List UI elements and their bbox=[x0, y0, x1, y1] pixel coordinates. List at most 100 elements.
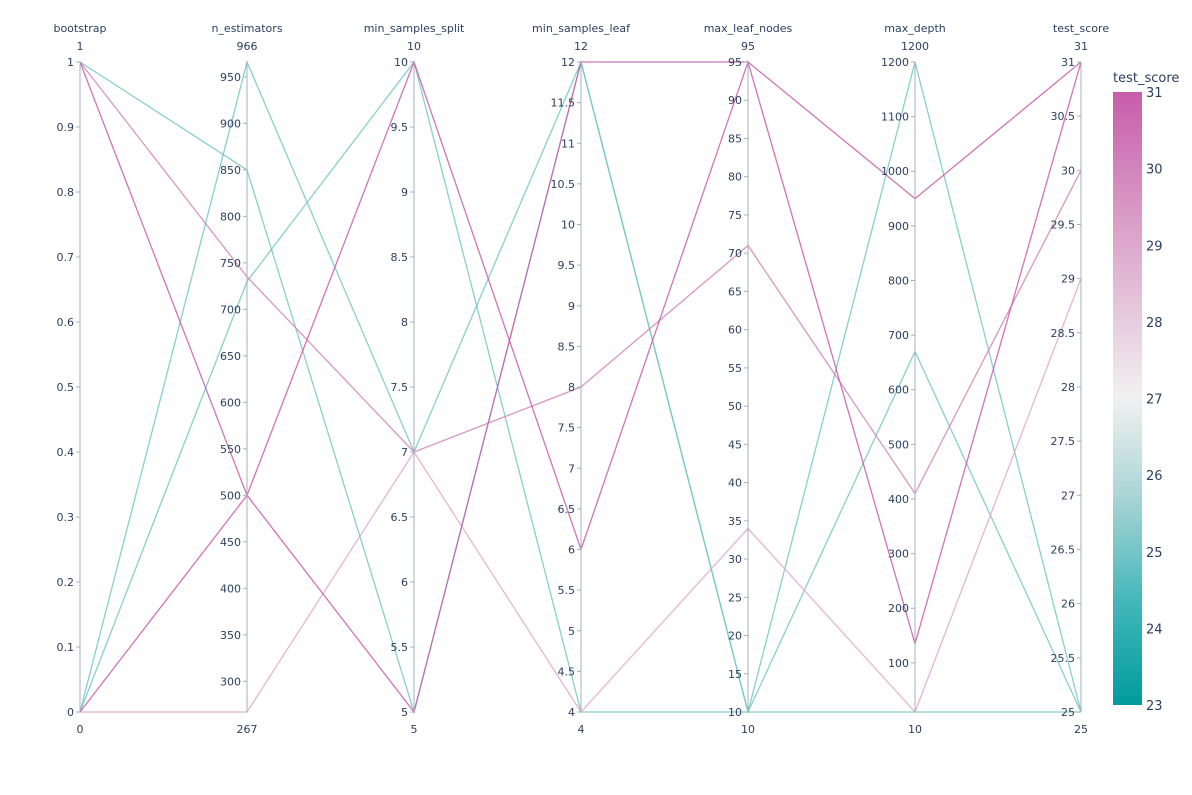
tick-label: 25 bbox=[728, 591, 742, 604]
axis-min-samples-leaf[interactable]: min_samples_leaf 12 44 4.5 5 5.5 6 6.5 7 7.5 8 8.5 9… bbox=[532, 22, 631, 736]
tick-label: 500 bbox=[888, 438, 909, 451]
tick-label: 400 bbox=[888, 493, 909, 506]
tick-label: 0.9 bbox=[57, 121, 75, 134]
tick-label: 70 bbox=[728, 247, 742, 260]
axis-min-label: 10 bbox=[908, 723, 922, 736]
axis-bootstrap[interactable]: bootstrap 1 00 0.1 0.2 0.3 0.4 0.5 0.6 0.7 0.8 0.9 1 bbox=[53, 22, 106, 736]
tick-label: 45 bbox=[728, 438, 742, 451]
tick-label: 7 bbox=[568, 462, 575, 475]
tick-label: 900 bbox=[888, 220, 909, 233]
tick-label: 300 bbox=[220, 675, 241, 688]
tick-label: 35 bbox=[728, 515, 742, 528]
tick-label: 26.5 bbox=[1051, 544, 1076, 557]
tick-label: 7 bbox=[401, 446, 408, 459]
colorbar-title: test_score bbox=[1113, 71, 1179, 86]
tick-label: 26 bbox=[1061, 598, 1075, 611]
tick-label: 27.5 bbox=[1051, 435, 1076, 448]
tick-label: 500 bbox=[220, 489, 241, 502]
axis-max-label: 31 bbox=[1074, 40, 1088, 53]
colorbar-gradient bbox=[1113, 92, 1142, 705]
tick-label: 6 bbox=[568, 544, 575, 557]
axis-min-label: 10 bbox=[741, 723, 755, 736]
colorbar-tick-label: 23 bbox=[1146, 699, 1163, 714]
tick-label: 31 bbox=[1061, 56, 1075, 69]
tick-label: 750 bbox=[220, 257, 241, 270]
tick-label: 9.5 bbox=[558, 259, 576, 272]
tick-label: 0.3 bbox=[57, 511, 75, 524]
colorbar: test_score 23 24 25 26 27 28 29 30 31 bbox=[1113, 71, 1179, 714]
colorbar-tick-label: 25 bbox=[1146, 546, 1163, 561]
tick-label: 60 bbox=[728, 324, 742, 337]
tick-label: 7.5 bbox=[558, 422, 576, 435]
tick-label: 700 bbox=[888, 329, 909, 342]
tick-label: 6 bbox=[401, 576, 408, 589]
tick-label: 11 bbox=[561, 137, 575, 150]
axis-max-label: 95 bbox=[741, 40, 755, 53]
tick-label: 0.6 bbox=[57, 316, 75, 329]
tick-label: 650 bbox=[220, 350, 241, 363]
tick-label: 15 bbox=[728, 668, 742, 681]
tick-label: 450 bbox=[220, 536, 241, 549]
axis-max-label: 966 bbox=[237, 40, 258, 53]
tick-label: 700 bbox=[220, 303, 241, 316]
tick-label: 0.8 bbox=[57, 186, 75, 199]
tick-label: 0 bbox=[67, 706, 74, 719]
colorbar-tick-label: 27 bbox=[1146, 393, 1163, 408]
axis-n-estimators[interactable]: n_estimators 966 267 300 350 400 450 500 550 600 6… bbox=[211, 22, 282, 736]
tick-label: 10 bbox=[728, 706, 742, 719]
tick-label: 75 bbox=[728, 209, 742, 222]
tick-label: 55 bbox=[728, 362, 742, 375]
tick-label: 350 bbox=[220, 629, 241, 642]
tick-label: 80 bbox=[728, 171, 742, 184]
colorbar-tick-label: 26 bbox=[1146, 469, 1163, 484]
tick-label: 10 bbox=[561, 219, 575, 232]
axis-title: min_samples_split bbox=[364, 22, 465, 35]
tick-label: 8 bbox=[568, 381, 575, 394]
tick-label: 600 bbox=[888, 384, 909, 397]
tick-label: 28.5 bbox=[1051, 327, 1076, 340]
tick-label: 29 bbox=[1061, 273, 1075, 286]
tick-label: 95 bbox=[728, 56, 742, 69]
tick-label: 0.7 bbox=[57, 251, 75, 264]
tick-label: 20 bbox=[728, 630, 742, 643]
tick-label: 800 bbox=[220, 210, 241, 223]
axis-min-samples-split[interactable]: min_samples_split 10 55 5.5 6 6.5 7 7.5 8 8.5 9 9.5… bbox=[364, 22, 465, 736]
axis-min-label: 267 bbox=[237, 723, 258, 736]
colorbar-tick-label: 29 bbox=[1146, 239, 1163, 254]
tick-label: 12 bbox=[561, 56, 575, 69]
colorbar-tick-label: 24 bbox=[1146, 622, 1163, 637]
tick-label: 6.5 bbox=[391, 511, 409, 524]
tick-label: 0.2 bbox=[57, 576, 75, 589]
tick-label: 10 bbox=[394, 56, 408, 69]
axes: bootstrap1000.10.20.30.40.50.60.70.80.91… bbox=[53, 22, 1109, 736]
tick-label: 30 bbox=[728, 553, 742, 566]
axis-min-label: 25 bbox=[1074, 723, 1088, 736]
tick-label: 25.5 bbox=[1051, 652, 1076, 665]
tick-label: 100 bbox=[888, 657, 909, 670]
axis-max-label: 1200 bbox=[901, 40, 929, 53]
tick-label: 6.5 bbox=[558, 503, 576, 516]
tick-label: 65 bbox=[728, 285, 742, 298]
axis-min-label: 0 bbox=[77, 723, 84, 736]
tick-label: 11.5 bbox=[551, 97, 576, 110]
tick-label: 4.5 bbox=[558, 665, 576, 678]
tick-label: 7.5 bbox=[391, 381, 409, 394]
tick-label: 900 bbox=[220, 117, 241, 130]
tick-label: 30.5 bbox=[1051, 110, 1076, 123]
tick-label: 90 bbox=[728, 94, 742, 107]
tick-label: 1200 bbox=[881, 56, 909, 69]
axis-title: test_score bbox=[1053, 22, 1109, 35]
tick-label: 85 bbox=[728, 132, 742, 145]
axis-title: min_samples_leaf bbox=[532, 22, 631, 35]
tick-label: 27 bbox=[1061, 489, 1075, 502]
axis-test-score[interactable]: test_score 31 25 25 25.5 26 26.5 27 27.5 28 28.5 29… bbox=[1051, 22, 1110, 736]
tick-label: 8.5 bbox=[391, 251, 409, 264]
axis-max-depth[interactable]: max_depth 1200 10 100 200 300 400 500 600 700 800 9… bbox=[881, 22, 946, 736]
axis-max-leaf-nodes[interactable]: max_leaf_nodes 95 10 10 15 20 25 30 35 40 45 50 55 60… bbox=[704, 22, 793, 736]
tick-label: 1000 bbox=[881, 165, 909, 178]
tick-label: 5 bbox=[568, 625, 575, 638]
tick-label: 1 bbox=[67, 56, 74, 69]
tick-label: 9 bbox=[568, 300, 575, 313]
tick-label: 40 bbox=[728, 477, 742, 490]
